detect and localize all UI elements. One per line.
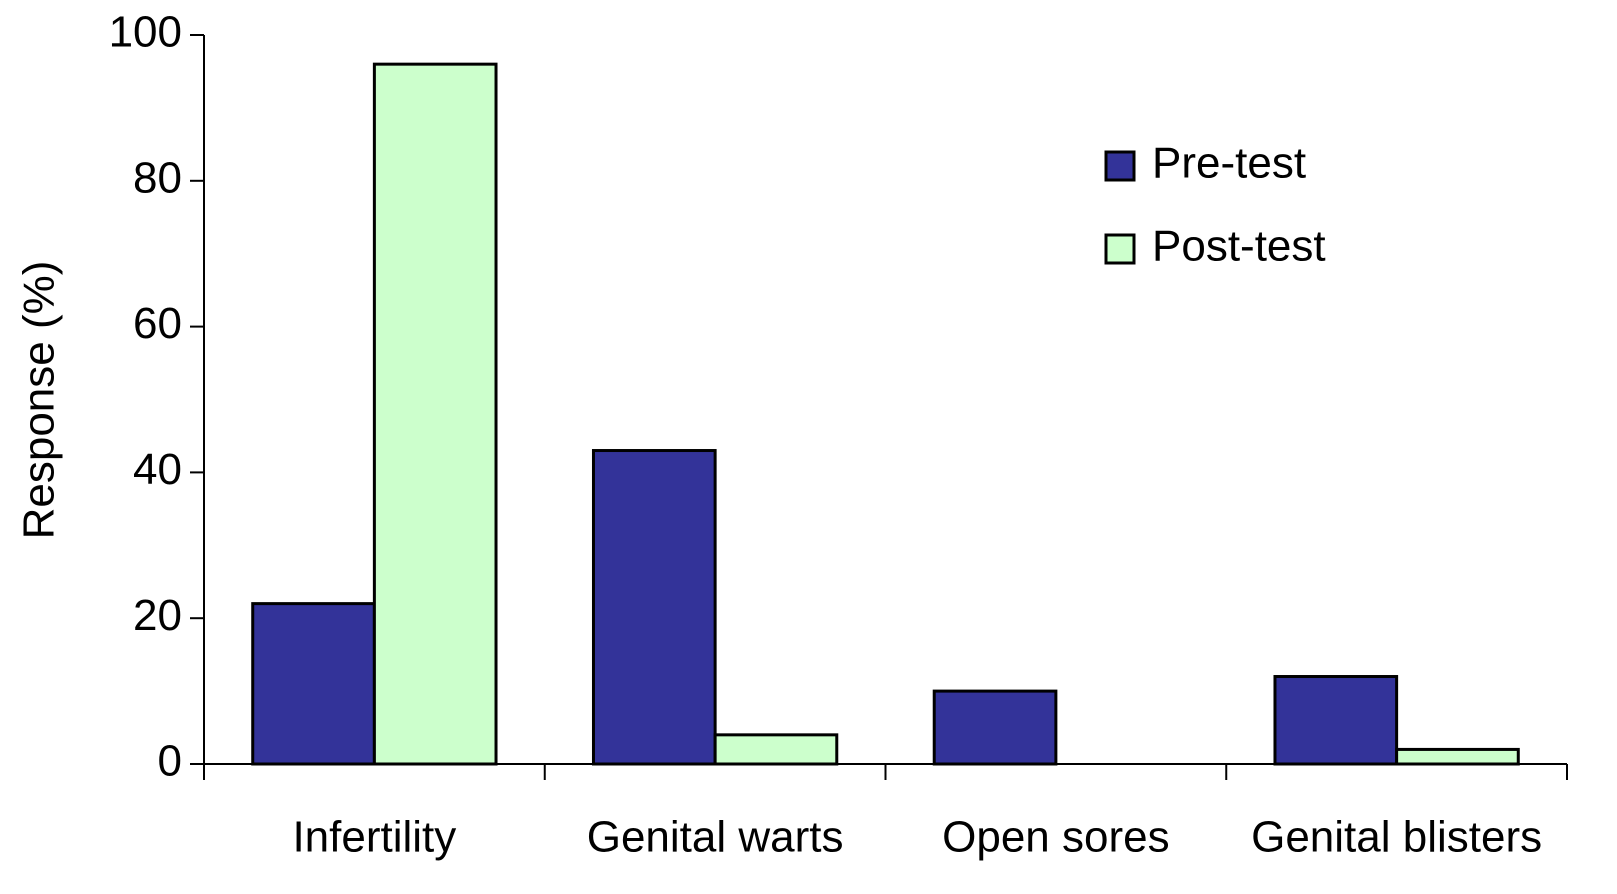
bar — [713, 733, 839, 766]
x-tick-label: Genital warts — [587, 813, 844, 862]
y-tick-label: 100 — [109, 8, 182, 57]
y-axis-label: Response (%) — [15, 261, 64, 540]
x-tick-label: Infertility — [292, 813, 456, 862]
bar — [932, 689, 1058, 766]
legend-swatch — [1104, 150, 1136, 182]
bar — [1273, 675, 1399, 766]
y-tick-label: 60 — [133, 299, 182, 348]
x-tick-label: Genital blisters — [1251, 813, 1542, 862]
legend-label: Post-test — [1152, 222, 1326, 271]
y-tick-label: 40 — [133, 445, 182, 494]
legend-swatch — [1104, 233, 1136, 265]
y-tick-label: 20 — [133, 591, 182, 640]
x-tick-label: Open sores — [942, 813, 1169, 862]
y-tick-label: 80 — [133, 153, 182, 202]
bar — [1395, 747, 1520, 766]
bar — [251, 602, 376, 766]
legend-label: Pre-test — [1152, 139, 1306, 188]
y-tick-label: 0 — [158, 737, 182, 786]
bar — [591, 449, 717, 766]
bar — [372, 62, 498, 766]
